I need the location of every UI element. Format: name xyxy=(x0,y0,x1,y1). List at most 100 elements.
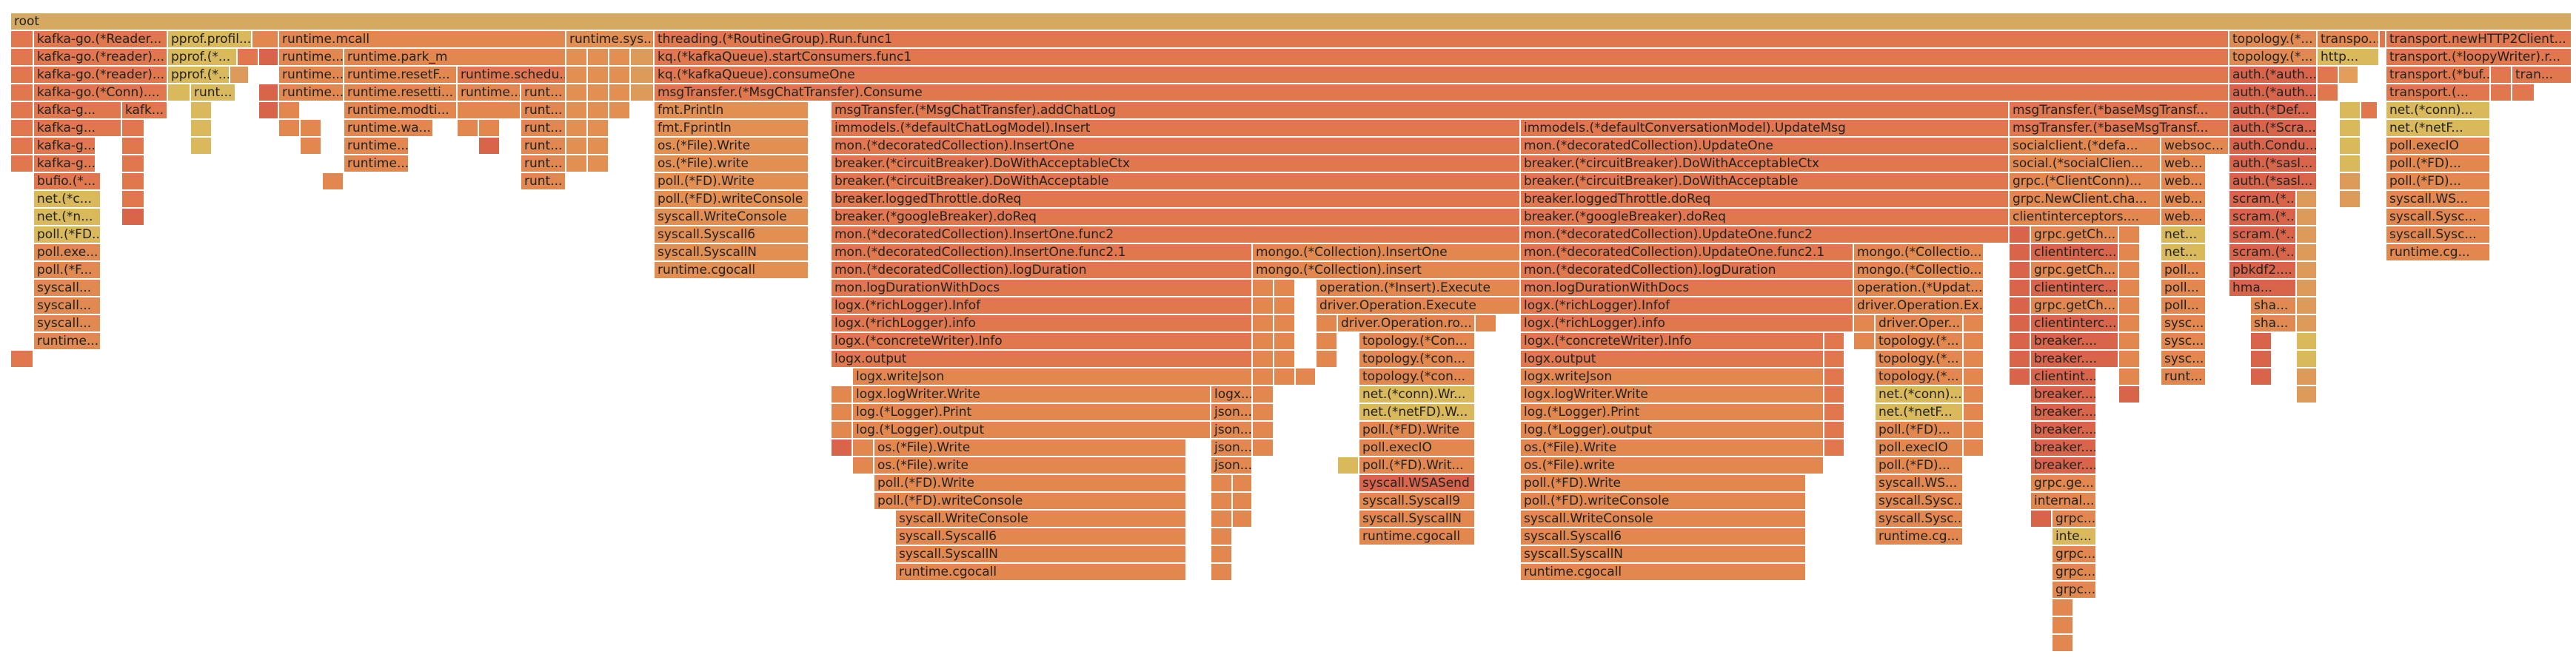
stack-frame[interactable]: hma... xyxy=(2229,280,2296,297)
stack-frame[interactable]: breaker.... xyxy=(2031,386,2096,403)
stack-frame[interactable]: net.(*netFD).W... xyxy=(1359,404,1475,421)
stack-frame[interactable] xyxy=(832,440,852,457)
stack-frame[interactable]: driver.Oper... xyxy=(1876,315,1963,332)
stack-frame[interactable]: net.(*netF... xyxy=(1876,404,1963,421)
stack-frame[interactable]: mon.(*decoratedCollection).UpdateOne xyxy=(1521,138,2009,155)
stack-frame[interactable] xyxy=(11,67,33,84)
stack-frame[interactable]: transpo... xyxy=(2318,31,2379,48)
stack-frame[interactable] xyxy=(479,138,500,155)
stack-frame[interactable]: sysc... xyxy=(2161,351,2206,368)
stack-frame[interactable]: poll... xyxy=(2161,297,2206,314)
stack-frame[interactable]: fmt.Println xyxy=(655,102,809,119)
stack-frame[interactable]: web... xyxy=(2161,155,2206,172)
stack-frame[interactable] xyxy=(11,138,33,155)
stack-frame[interactable]: runt... xyxy=(521,173,566,190)
stack-frame[interactable]: runtime... xyxy=(279,84,344,101)
stack-frame[interactable]: clientinterc... xyxy=(2031,244,2118,261)
stack-frame[interactable]: auth.(*sasl... xyxy=(2229,155,2317,172)
stack-frame[interactable]: kafka-go.(*reader)... xyxy=(34,49,167,66)
stack-frame[interactable]: mon.(*decoratedCollection).InsertOne.fun… xyxy=(832,244,1252,261)
stack-frame[interactable] xyxy=(2119,244,2140,261)
stack-frame[interactable] xyxy=(11,49,33,66)
stack-frame[interactable] xyxy=(2340,155,2361,172)
stack-frame[interactable]: auth.Condu... xyxy=(2229,138,2317,155)
stack-frame[interactable] xyxy=(2297,386,2317,403)
stack-frame[interactable] xyxy=(1964,440,1984,457)
stack-frame[interactable] xyxy=(2318,84,2338,101)
stack-frame[interactable] xyxy=(1274,315,1295,332)
stack-frame[interactable] xyxy=(1964,404,1984,421)
stack-frame[interactable]: mongo.(*Collection).insert xyxy=(1253,262,1520,279)
stack-frame[interactable]: mongo.(*Collectio... xyxy=(1854,244,1984,261)
stack-frame[interactable] xyxy=(1476,315,1496,332)
stack-frame[interactable]: breaker.... xyxy=(2031,457,2096,474)
stack-frame[interactable]: syscall.WriteConsole xyxy=(896,511,1186,528)
stack-frame[interactable]: poll.(*FD).Write xyxy=(874,475,1186,492)
stack-frame[interactable] xyxy=(832,404,852,421)
stack-frame[interactable]: syscall.Syscall6 xyxy=(1521,528,1806,545)
stack-frame[interactable] xyxy=(2361,102,2378,119)
stack-frame[interactable]: syscall... xyxy=(34,280,101,297)
stack-frame[interactable]: runtime... xyxy=(344,138,409,155)
stack-frame[interactable] xyxy=(2491,67,2512,84)
stack-frame[interactable] xyxy=(2010,351,2030,368)
stack-frame[interactable] xyxy=(566,84,587,101)
stack-frame[interactable]: syscall.Sysc... xyxy=(1876,511,1963,528)
stack-frame[interactable]: sha... xyxy=(2251,315,2296,332)
stack-frame[interactable] xyxy=(609,84,630,101)
stack-frame[interactable]: logx.(*concreteWriter).Info xyxy=(832,333,1252,350)
stack-frame[interactable]: inte... xyxy=(2053,528,2096,545)
stack-frame[interactable]: logx.(*richLogger).Infof xyxy=(1521,297,1853,314)
stack-frame[interactable] xyxy=(2119,262,2140,279)
stack-frame[interactable]: grpc.ge... xyxy=(2031,475,2096,492)
stack-frame[interactable] xyxy=(1253,440,1274,457)
stack-frame[interactable]: kafka-g... xyxy=(34,138,96,155)
stack-frame[interactable]: grpc... xyxy=(2053,546,2096,563)
stack-frame[interactable] xyxy=(588,138,609,155)
stack-frame[interactable] xyxy=(2031,511,2052,528)
stack-frame[interactable] xyxy=(2297,191,2317,208)
stack-frame[interactable] xyxy=(2251,368,2272,385)
stack-frame[interactable]: pbkdf2.... xyxy=(2229,262,2296,279)
stack-frame[interactable]: kq.(*kafkaQueue).startConsumers.func1 xyxy=(655,49,2229,66)
stack-frame[interactable]: transport.(*buf... xyxy=(2386,67,2490,84)
stack-frame[interactable]: auth.(*auth... xyxy=(2229,84,2317,101)
stack-frame[interactable]: logx.(*richLogger).info xyxy=(832,315,1252,332)
stack-frame[interactable]: social.(*socialClien... xyxy=(2010,155,2161,172)
stack-frame[interactable] xyxy=(1233,493,1252,510)
stack-frame[interactable]: bufio.(*... xyxy=(34,173,101,190)
stack-frame[interactable] xyxy=(1211,528,1232,545)
stack-frame[interactable]: poll.(*FD)... xyxy=(2386,155,2490,172)
stack-frame[interactable] xyxy=(11,120,33,137)
stack-frame[interactable] xyxy=(11,155,33,172)
stack-frame[interactable] xyxy=(1211,564,1232,581)
stack-frame[interactable]: runt... xyxy=(521,120,566,137)
stack-frame[interactable]: breaker.(*circuitBreaker).DoWithAcceptab… xyxy=(832,173,1520,190)
stack-frame[interactable] xyxy=(588,155,609,172)
stack-frame[interactable] xyxy=(122,191,144,208)
stack-frame[interactable] xyxy=(853,440,874,457)
stack-frame[interactable]: kafka-g... xyxy=(34,155,96,172)
stack-frame[interactable]: os.(*File).write xyxy=(874,457,1186,474)
stack-frame[interactable]: clientint... xyxy=(2031,368,2096,385)
stack-frame[interactable] xyxy=(1274,351,1295,368)
stack-frame[interactable] xyxy=(1211,511,1232,528)
stack-frame[interactable]: mon.logDurationWithDocs xyxy=(832,280,1252,297)
stack-frame[interactable] xyxy=(2297,297,2317,314)
stack-frame[interactable]: breaker.(*googleBreaker).doReq xyxy=(1521,209,2009,226)
stack-frame[interactable]: topology.(*Con... xyxy=(1359,333,1475,350)
stack-frame[interactable] xyxy=(1854,315,1875,332)
stack-frame[interactable] xyxy=(11,102,33,119)
stack-frame[interactable]: syscall.Sysc... xyxy=(2386,209,2490,226)
stack-frame[interactable]: auth.(*Def... xyxy=(2229,102,2317,119)
stack-frame[interactable] xyxy=(2010,280,2030,297)
stack-frame[interactable]: auth.(*Scra... xyxy=(2229,120,2317,137)
stack-frame[interactable]: sha... xyxy=(2251,297,2296,314)
stack-frame[interactable]: poll.(*FD).writeConsole xyxy=(1521,493,1806,510)
stack-frame[interactable]: topology.(*... xyxy=(2229,31,2317,48)
stack-frame[interactable]: net.(*netF... xyxy=(2386,120,2490,137)
stack-frame[interactable] xyxy=(1274,368,1295,385)
stack-frame[interactable] xyxy=(832,386,852,403)
stack-frame[interactable] xyxy=(1317,315,1337,332)
stack-frame[interactable]: kafka-g... xyxy=(34,102,121,119)
